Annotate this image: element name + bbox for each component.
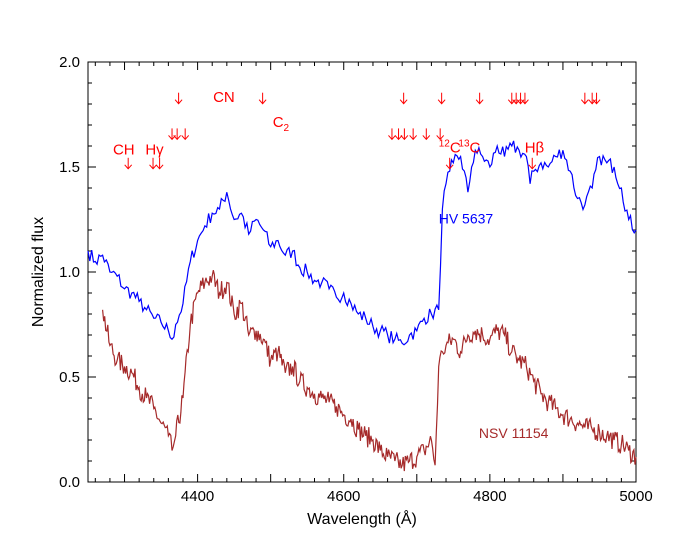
annotation-label-cn: CN <box>213 89 235 106</box>
line-marker-arrow <box>445 157 454 170</box>
y-tick-label: 1.0 <box>59 264 80 281</box>
line-marker-arrow <box>436 128 445 141</box>
y-tick-label: 0.5 <box>59 369 80 386</box>
x-axis-title: Wavelength (Å) <box>307 509 417 528</box>
line-marker-arrow <box>521 92 529 105</box>
series-label: HV 5637 <box>439 211 494 227</box>
x-tick-label: 4400 <box>181 488 214 505</box>
plot-frame <box>87 61 637 483</box>
line-marker-arrow <box>400 128 409 141</box>
line-marker-arrow <box>592 92 601 105</box>
series-line-nsv-11154 <box>102 270 637 472</box>
y-tick-label: 0.0 <box>59 474 80 491</box>
line-marker-arrow <box>409 128 418 141</box>
y-tick-label: 2.0 <box>59 54 80 71</box>
annotation-label-c2: C2 <box>273 114 290 134</box>
series-labels: HV 5637 NSV 11154 <box>439 211 549 441</box>
line-marker-arrow <box>181 128 190 141</box>
x-tick-label: 4800 <box>473 488 506 505</box>
line-marker-arrow <box>422 128 431 141</box>
line-marker-arrow <box>394 128 403 141</box>
line-marker-arrow <box>580 92 589 105</box>
line-marker-arrow <box>388 128 396 141</box>
annotation-label-ch: CH <box>113 141 135 158</box>
line-marker-arrow <box>399 92 408 105</box>
line-marker-arrow <box>174 92 183 105</box>
line-marker-arrow <box>528 157 537 170</box>
axis-ticks <box>88 61 637 483</box>
series-lines <box>87 140 637 472</box>
line-marker-arrow <box>155 157 164 170</box>
x-tick-label: 5000 <box>619 488 652 505</box>
line-marker-arrow <box>437 92 446 105</box>
y-tick-label: 1.5 <box>59 159 80 176</box>
series-label: NSV 11154 <box>479 425 549 441</box>
x-tick-label: 4600 <box>327 488 360 505</box>
annotation-label-c13: 13C <box>458 138 480 156</box>
annotation-label-hgamma: Hγ <box>145 141 164 158</box>
annotation-label-hbeta: Hβ <box>525 139 545 156</box>
line-marker-arrow <box>149 157 157 170</box>
series-line-hv-5637 <box>87 140 637 346</box>
y-axis-title: Normalized flux <box>30 217 47 327</box>
axis-tick-labels: 4400 4600 4800 5000 0.0 0.5 1.0 1.5 2.0 <box>59 54 653 505</box>
line-marker-arrow <box>173 128 182 141</box>
line-marker-arrow <box>168 128 176 141</box>
line-marker-arrow <box>258 92 267 105</box>
line-marker-arrow <box>124 157 133 170</box>
annotation-label-c12: 12C <box>439 138 461 156</box>
line-marker-arrow <box>475 92 484 105</box>
